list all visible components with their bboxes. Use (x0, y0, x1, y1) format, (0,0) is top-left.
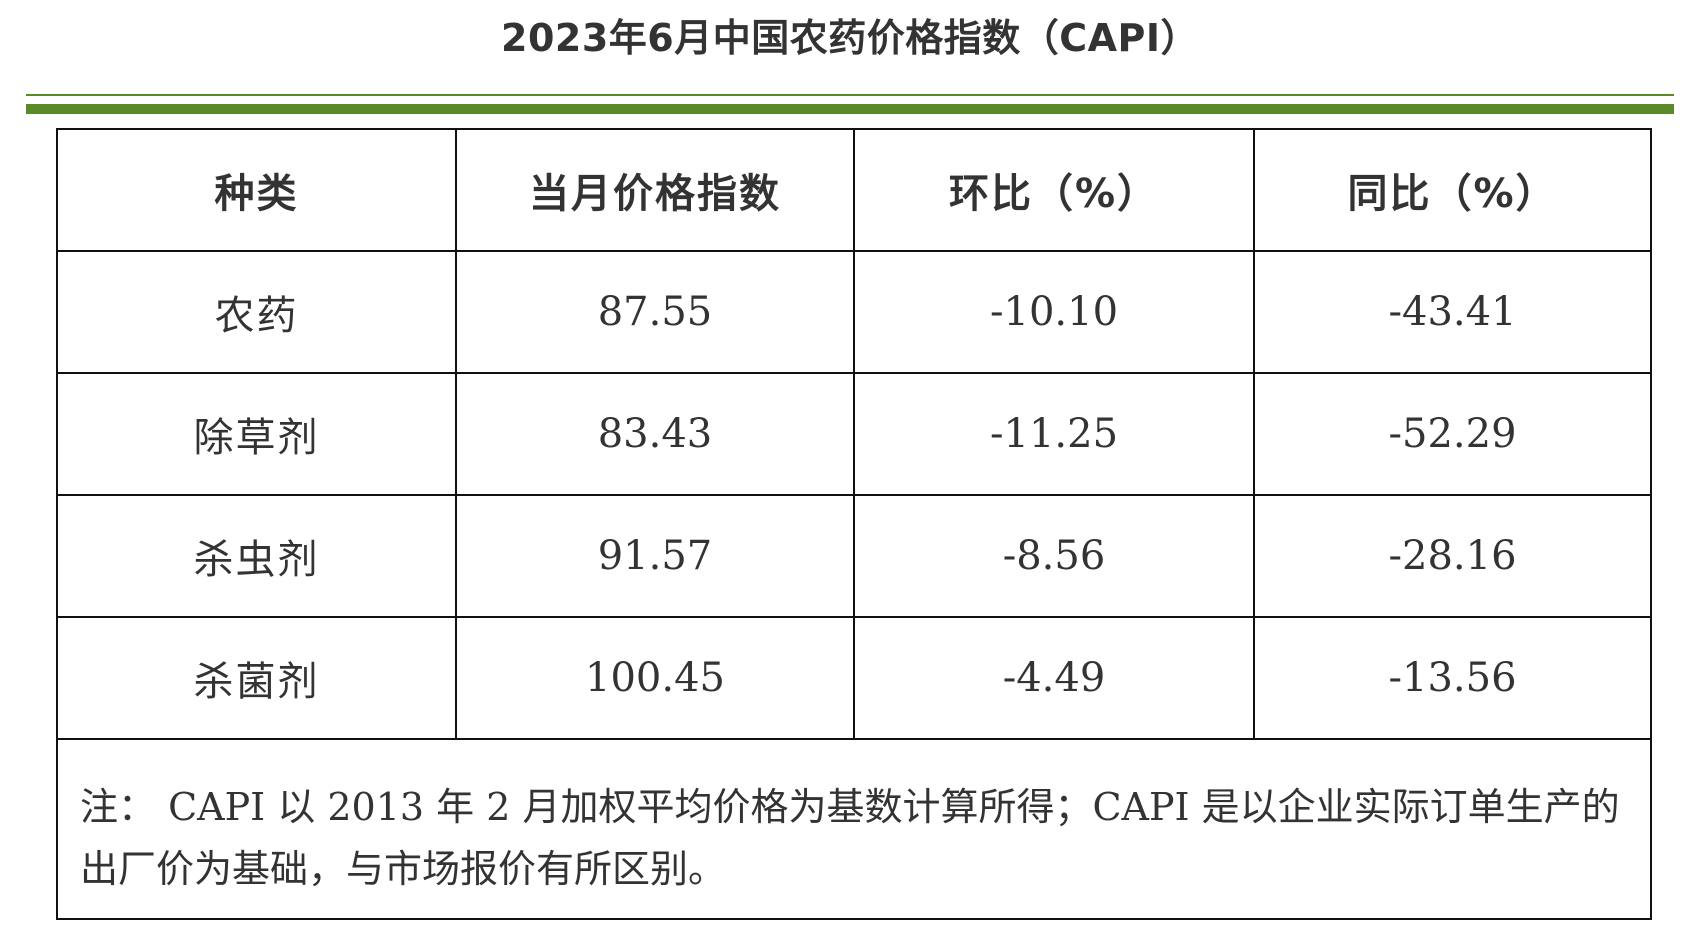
cell-mom: -10.10 (853, 250, 1255, 374)
cell-index: 83.43 (455, 372, 855, 496)
cell-yoy: -13.56 (1253, 616, 1650, 740)
header-year-on-year: 同比（%） (1253, 130, 1650, 252)
table-row: 农药 87.55 -10.10 -43.41 (58, 250, 1650, 374)
cell-index: 91.57 (455, 494, 855, 618)
cell-yoy: -52.29 (1253, 372, 1650, 496)
table-header-row: 种类 当月价格指数 环比（%） 同比（%） (58, 130, 1650, 252)
cell-kind: 杀虫剂 (58, 494, 457, 618)
cell-mom: -4.49 (853, 616, 1255, 740)
header-kind: 种类 (58, 130, 457, 252)
cell-yoy: -43.41 (1253, 250, 1650, 374)
price-index-table-container: 种类 当月价格指数 环比（%） 同比（%） 农药 87.55 -10.10 -4… (56, 128, 1652, 920)
header-month-on-month: 环比（%） (853, 130, 1255, 252)
table-row: 除草剂 83.43 -11.25 -52.29 (58, 372, 1650, 496)
divider-thin (26, 94, 1674, 96)
table-footnote: 注： CAPI 以 2013 年 2 月加权平均价格为基数计算所得；CAPI 是… (80, 785, 1620, 891)
cell-kind: 杀菌剂 (58, 616, 457, 740)
price-index-table: 种类 当月价格指数 环比（%） 同比（%） 农药 87.55 -10.10 -4… (58, 130, 1650, 740)
cell-kind: 农药 (58, 250, 457, 374)
cell-mom: -11.25 (853, 372, 1255, 496)
cell-yoy: -28.16 (1253, 494, 1650, 618)
table-row: 杀菌剂 100.45 -4.49 -13.56 (58, 616, 1650, 740)
cell-index: 100.45 (455, 616, 855, 740)
page-title: 2023年6月中国农药价格指数（CAPI） (501, 16, 1199, 60)
cell-index: 87.55 (455, 250, 855, 374)
table-row: 杀虫剂 91.57 -8.56 -28.16 (58, 494, 1650, 618)
divider-thick (26, 104, 1674, 114)
cell-kind: 除草剂 (58, 372, 457, 496)
cell-mom: -8.56 (853, 494, 1255, 618)
header-monthly-index: 当月价格指数 (455, 130, 855, 252)
